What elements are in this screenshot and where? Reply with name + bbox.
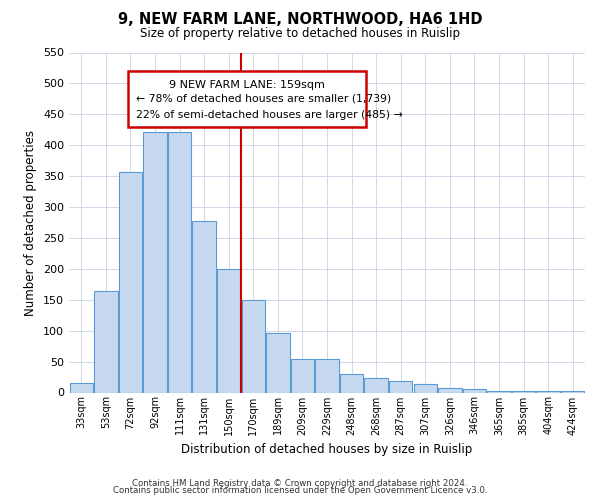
FancyBboxPatch shape (128, 71, 366, 128)
Bar (487, 390, 511, 392)
Text: 9, NEW FARM LANE, NORTHWOOD, HA6 1HD: 9, NEW FARM LANE, NORTHWOOD, HA6 1HD (118, 12, 482, 28)
Text: 22% of semi-detached houses are larger (485) →: 22% of semi-detached houses are larger (… (136, 110, 403, 120)
Bar (242, 300, 265, 392)
Bar (94, 290, 118, 392)
Bar (364, 378, 388, 392)
Bar (266, 332, 290, 392)
Bar (561, 390, 584, 392)
Text: 9 NEW FARM LANE: 159sqm: 9 NEW FARM LANE: 159sqm (169, 80, 325, 90)
Bar (168, 132, 191, 392)
Bar (463, 390, 486, 392)
Bar (119, 172, 142, 392)
Y-axis label: Number of detached properties: Number of detached properties (25, 130, 37, 316)
Bar (536, 390, 560, 392)
Bar (389, 382, 412, 392)
Bar (70, 383, 93, 392)
Bar (413, 384, 437, 392)
Text: Contains public sector information licensed under the Open Government Licence v3: Contains public sector information licen… (113, 486, 487, 495)
X-axis label: Distribution of detached houses by size in Ruislip: Distribution of detached houses by size … (181, 443, 473, 456)
Bar (217, 269, 241, 392)
Bar (438, 388, 461, 392)
Text: ← 78% of detached houses are smaller (1,739): ← 78% of detached houses are smaller (1,… (136, 94, 391, 104)
Bar (340, 374, 363, 392)
Bar (316, 359, 338, 392)
Bar (143, 132, 167, 392)
Text: Contains HM Land Registry data © Crown copyright and database right 2024.: Contains HM Land Registry data © Crown c… (132, 478, 468, 488)
Text: Size of property relative to detached houses in Ruislip: Size of property relative to detached ho… (140, 28, 460, 40)
Bar (193, 220, 216, 392)
Bar (291, 359, 314, 392)
